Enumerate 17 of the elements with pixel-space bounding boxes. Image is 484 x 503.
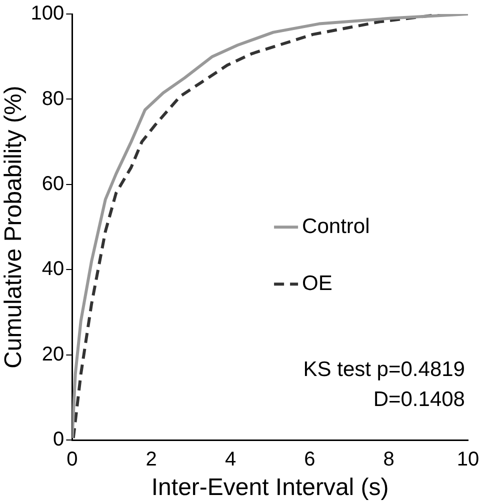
- legend-label: Control: [302, 214, 370, 238]
- x-tick-label: 6: [304, 448, 316, 471]
- y-tick-label: 20: [42, 343, 64, 366]
- y-tick-label: 80: [42, 88, 64, 110]
- y-axis-title: Cumulative Probability (%): [0, 86, 28, 368]
- x-tick-label: 8: [383, 448, 394, 471]
- x-tick-label: 10: [456, 448, 480, 471]
- x-tick-label: 2: [146, 448, 157, 471]
- annotation: D=0.1408: [373, 388, 465, 411]
- y-tick-label: 60: [42, 172, 64, 195]
- y-tick-label: 100: [30, 2, 64, 25]
- legend-label: OE: [302, 272, 332, 295]
- x-tick-label: 4: [224, 448, 236, 471]
- annotation: KS test p=0.4819: [303, 358, 465, 381]
- y-tick-label: 0: [53, 428, 64, 451]
- x-axis-title: Inter-Event Interval (s): [151, 474, 389, 502]
- y-tick-label: 40: [42, 258, 64, 280]
